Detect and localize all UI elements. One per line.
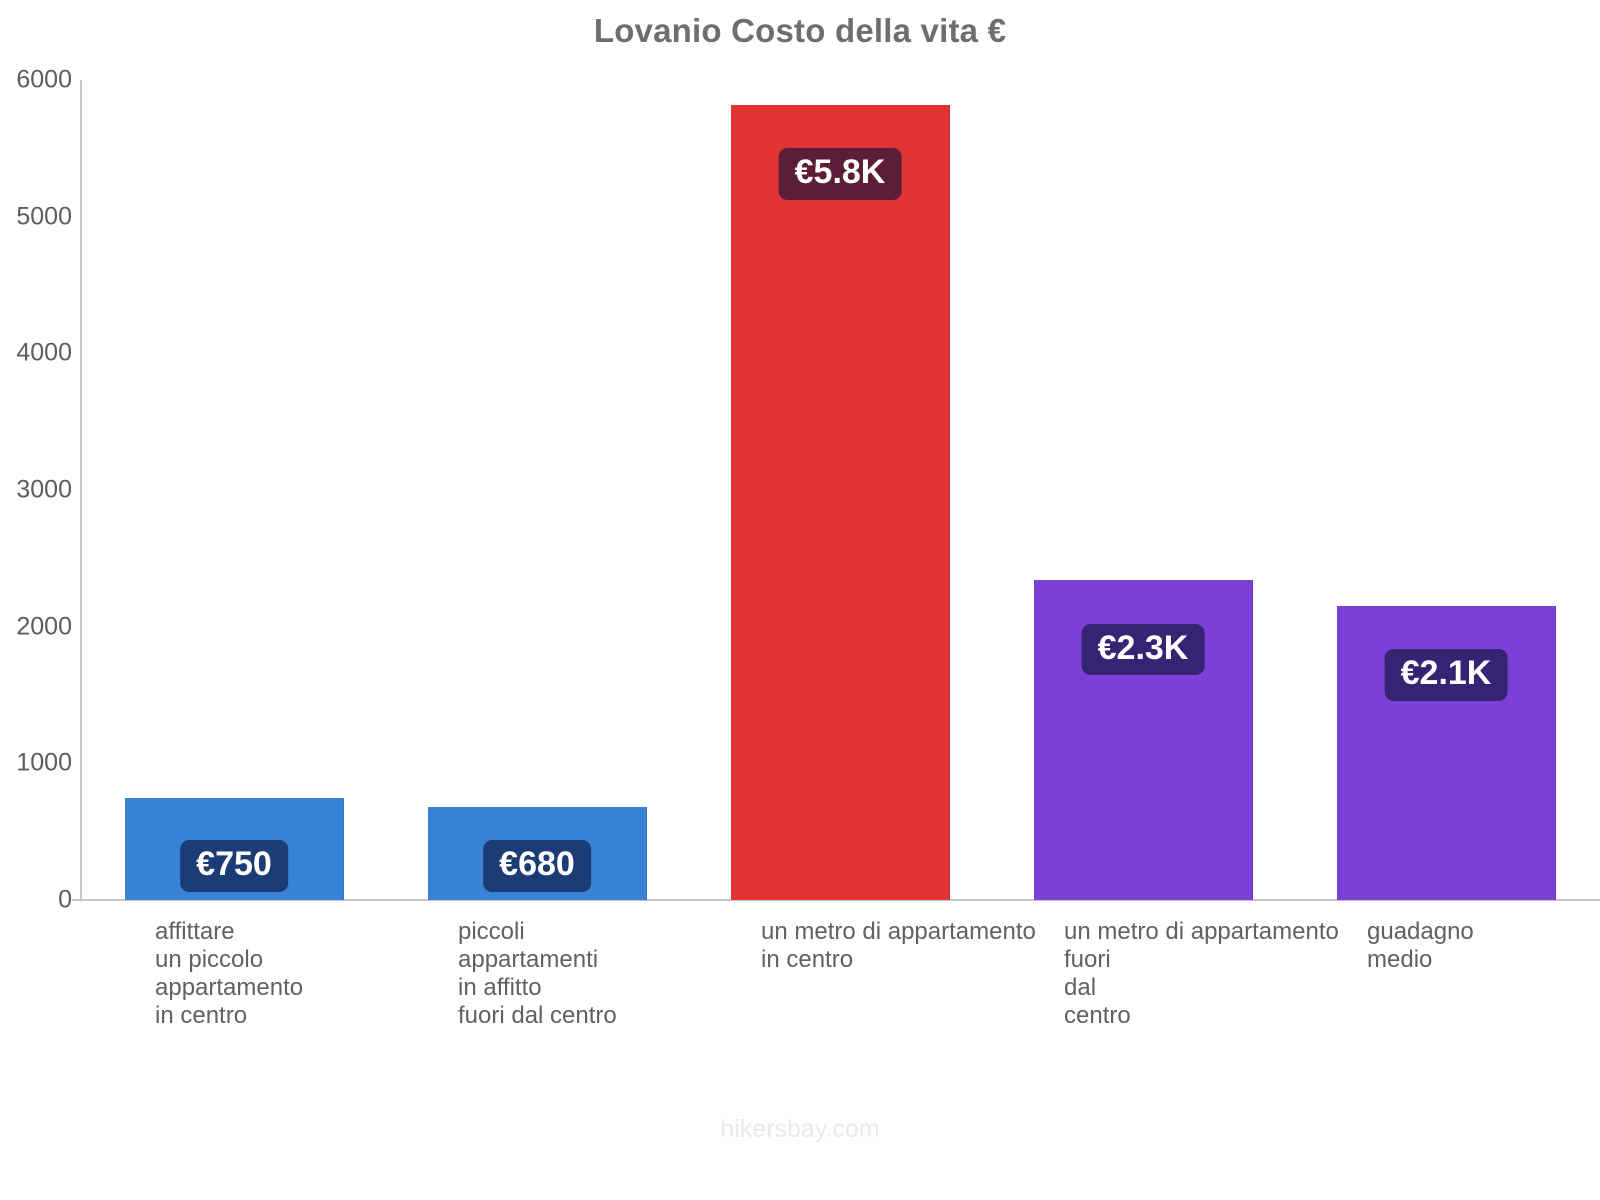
bar-value-label: €680 [483,840,591,892]
x-axis-label-line: un metro di appartamento [1064,918,1339,945]
x-axis-label-line: appartamenti [458,946,599,974]
bar-value-label: €750 [180,840,288,892]
x-axis-label: guadagno medio [1367,918,1474,974]
x-axis-label-line: fuori dal centro [458,1002,617,1030]
bar-value-label: €5.8K [778,148,902,201]
x-axis-label-line: fuori [1064,946,1111,974]
y-axis-tick-5000: 5000 [16,202,72,231]
bar[interactable]: €5.8K [731,105,950,900]
x-axis-line [72,899,1600,901]
x-axis-label-line: in centro [155,1002,248,1030]
y-axis-tick-4000: 4000 [16,338,72,367]
bar-value-label: €2.3K [1081,623,1205,676]
x-axis-label: un metro di appartamento in centro [761,918,1036,974]
x-axis-label-line: appartamento [155,974,304,1002]
y-axis-tick-6000: 6000 [16,65,72,94]
x-axis-label-line: in centro [761,946,854,974]
x-axis-label-line: un piccolo [155,946,264,974]
y-axis-tick-0: 0 [58,885,72,914]
bar[interactable]: €750 [125,797,344,900]
x-axis-label-line: guadagno [1367,918,1474,945]
y-axis-tick-3000: 3000 [16,475,72,504]
watermark: hikersbay.com [720,1115,880,1143]
x-axis-label-line: affittare [155,918,235,945]
bar[interactable]: €2.3K [1034,580,1253,900]
x-axis-label-line: medio [1367,946,1433,974]
x-axis-label: piccoli appartamenti in affitto fuori dal c… [458,918,617,1030]
bar-rect [731,105,950,900]
x-axis-label-line: in affitto [458,974,542,1002]
y-axis-line [80,80,82,900]
x-axis-label-line: un metro di appartamento [761,918,1036,945]
y-axis-tick-1000: 1000 [16,748,72,777]
x-axis-label-line: centro [1064,1002,1131,1030]
chart-title: Lovanio Costo della vita € [593,12,1007,49]
x-axis-label-line: piccoli [458,918,525,945]
bar[interactable]: €680 [428,807,647,900]
x-axis-label: un metro di appartamento fuori dal centro [1064,918,1339,1030]
bar-value-label: €2.1K [1384,649,1508,702]
x-axis-label-line: dal [1064,974,1097,1002]
y-axis-tick-2000: 2000 [16,612,72,641]
x-axis-label: affittare un piccolo appartamento in centro [155,918,303,1030]
bar[interactable]: €2.1K [1337,606,1556,900]
